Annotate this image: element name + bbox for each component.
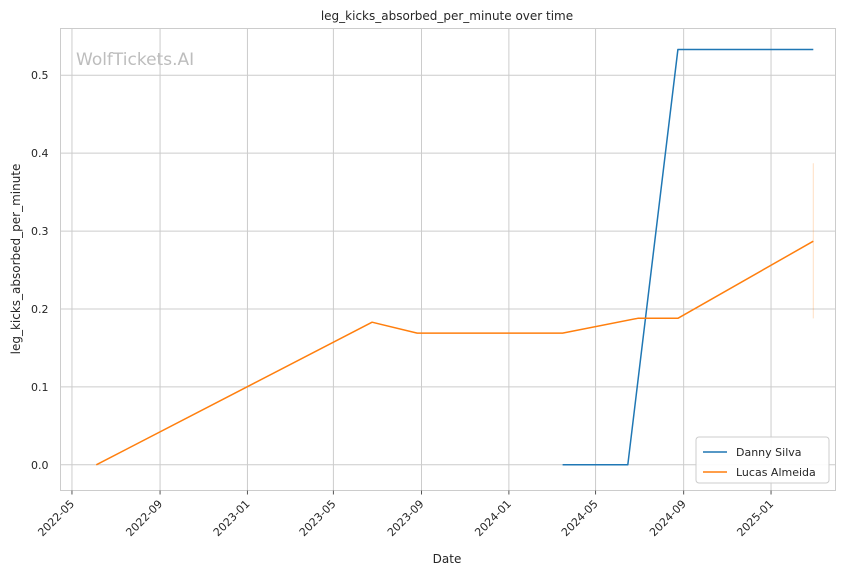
y-tick-label: 0.4 [31,147,49,160]
legend-label-danny-silva: Danny Silva [736,446,802,459]
x-tick-labels: 2022-05 2022-09 2023-01 2023-05 2023-09 2024-… [35,490,776,539]
x-tick-label: 2022-05 [35,497,77,539]
legend: Danny Silva Lucas Almeida [695,436,830,484]
y-tick-label: 0.0 [31,459,49,472]
chart-title: leg_kicks_absorbed_per_minute over time [321,9,573,23]
legend-frame [695,436,830,484]
y-tick-label: 0.5 [31,69,49,82]
y-tick-label: 0.2 [31,303,49,316]
watermark: WolfTickets.AI [76,50,194,70]
x-tick-label: 2023-09 [385,497,427,539]
x-axis-label: Date [433,552,462,566]
series-line-lucas-almeida [95,240,814,466]
y-tick-labels: 0.0 0.1 0.2 0.3 0.4 0.5 [31,69,49,472]
x-tick-label: 2023-01 [211,497,253,539]
y-axis-label: leg_kicks_absorbed_per_minute [9,164,23,355]
x-tick-label: 2024-01 [472,497,514,539]
x-tick-label: 2023-05 [297,497,339,539]
x-tick-label: 2022-09 [123,497,165,539]
legend-label-lucas-almeida: Lucas Almeida [736,466,816,479]
x-tick-label: 2024-05 [559,497,601,539]
y-tick-label: 0.3 [31,225,49,238]
series-line-danny-silva [562,48,814,466]
series-layer [95,48,814,466]
x-tick-label: 2024-09 [647,497,689,539]
plot-frame [60,28,836,491]
grid [60,28,836,491]
x-tick-label: 2025-01 [734,497,776,539]
y-tick-label: 0.1 [31,381,49,394]
